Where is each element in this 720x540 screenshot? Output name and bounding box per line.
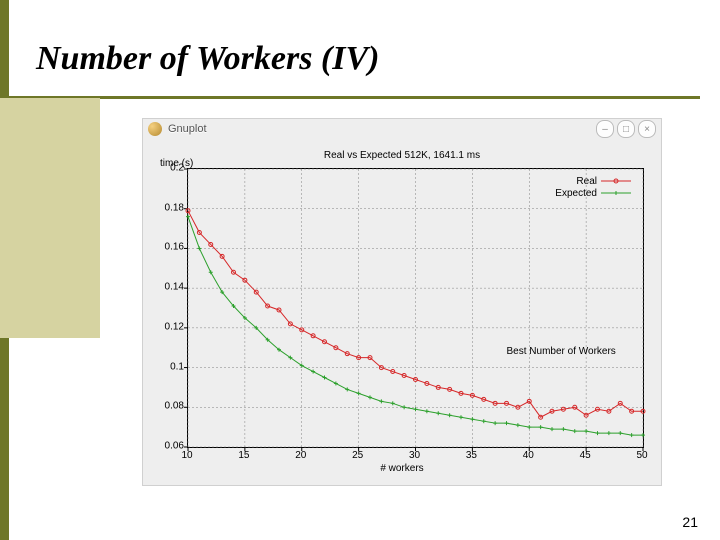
title-underline <box>0 96 700 99</box>
window-close-button[interactable]: × <box>638 120 656 138</box>
y-tick-label: 0.16 <box>150 242 184 253</box>
window-minimize-button[interactable]: – <box>596 120 614 138</box>
window-maximize-button[interactable]: □ <box>617 120 635 138</box>
app-orb-icon <box>148 122 162 136</box>
y-tick-label: 0.1 <box>150 361 184 372</box>
chart-legend: Real Expected <box>555 175 631 199</box>
x-tick-label: 30 <box>409 450 420 461</box>
y-tick-label: 0.12 <box>150 321 184 332</box>
x-tick-label: 40 <box>523 450 534 461</box>
chart-svg <box>188 169 643 447</box>
y-tick-label: 0.14 <box>150 282 184 293</box>
plot-area: Real Expected Best Number of Workers <box>187 168 644 448</box>
x-tick-label: 25 <box>352 450 363 461</box>
chart-annotation: Best Number of Workers <box>507 346 616 357</box>
x-tick-label: 50 <box>636 450 647 461</box>
window-title: Gnuplot <box>168 123 593 135</box>
x-tick-label: 10 <box>181 450 192 461</box>
y-tick-label: 0.08 <box>150 401 184 412</box>
x-tick-label: 15 <box>238 450 249 461</box>
slide-title: Number of Workers (IV) <box>36 40 380 78</box>
y-tick-label: 0.06 <box>150 441 184 452</box>
legend-label-expected: Expected <box>555 188 597 199</box>
legend-row-expected: Expected <box>555 187 631 199</box>
legend-swatch-real <box>601 176 631 186</box>
x-tick-label: 45 <box>580 450 591 461</box>
x-tick-label: 35 <box>466 450 477 461</box>
y-tick-label: 0.2 <box>150 163 184 174</box>
y-tick-label: 0.18 <box>150 202 184 213</box>
maximize-icon: □ <box>623 124 629 135</box>
page-number: 21 <box>682 514 698 530</box>
close-icon: × <box>644 124 650 135</box>
x-axis-label: # workers <box>142 463 662 474</box>
accent-block <box>0 98 100 338</box>
legend-label-real: Real <box>576 176 597 187</box>
minimize-icon: – <box>602 124 608 135</box>
window-titlebar[interactable]: Gnuplot – □ × <box>142 118 662 140</box>
gnuplot-window: Gnuplot – □ × Real vs Expected 512K, 164… <box>142 118 662 486</box>
chart-title: Real vs Expected 512K, 1641.1 ms <box>142 150 662 161</box>
legend-row-real: Real <box>555 175 631 187</box>
x-tick-label: 20 <box>295 450 306 461</box>
legend-swatch-expected <box>601 188 631 198</box>
